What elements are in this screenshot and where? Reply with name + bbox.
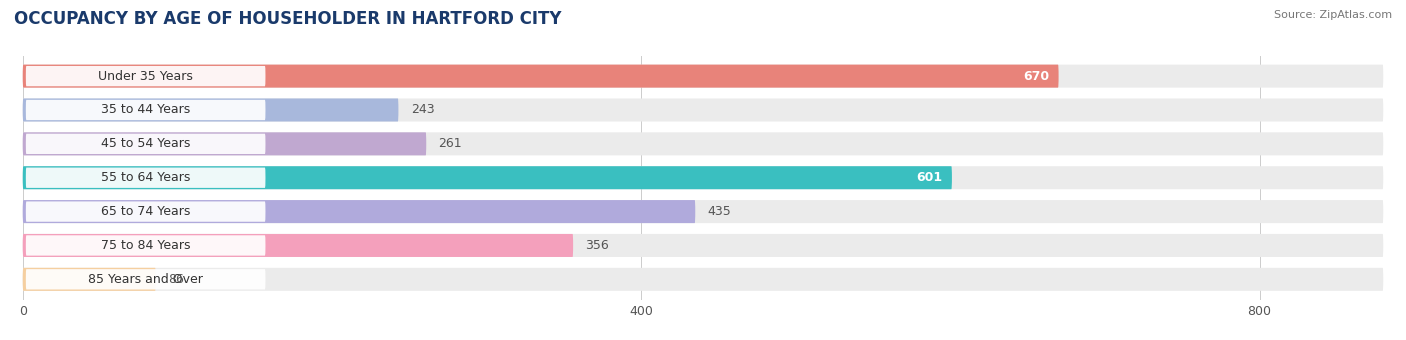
- FancyBboxPatch shape: [25, 168, 266, 188]
- Text: 601: 601: [917, 171, 942, 184]
- Text: 356: 356: [585, 239, 609, 252]
- FancyBboxPatch shape: [22, 234, 1384, 257]
- FancyBboxPatch shape: [22, 200, 696, 223]
- FancyBboxPatch shape: [25, 66, 266, 86]
- FancyBboxPatch shape: [22, 132, 426, 155]
- FancyBboxPatch shape: [22, 200, 1384, 223]
- Text: Source: ZipAtlas.com: Source: ZipAtlas.com: [1274, 10, 1392, 20]
- Text: 435: 435: [707, 205, 731, 218]
- FancyBboxPatch shape: [22, 166, 952, 189]
- FancyBboxPatch shape: [25, 134, 266, 154]
- Text: 261: 261: [439, 137, 463, 150]
- FancyBboxPatch shape: [22, 65, 1059, 88]
- Text: 85 Years and Over: 85 Years and Over: [89, 273, 202, 286]
- FancyBboxPatch shape: [22, 132, 1384, 155]
- Text: 86: 86: [169, 273, 184, 286]
- Text: 670: 670: [1024, 70, 1049, 83]
- FancyBboxPatch shape: [22, 166, 1384, 189]
- FancyBboxPatch shape: [22, 234, 574, 257]
- FancyBboxPatch shape: [25, 269, 266, 289]
- Text: 75 to 84 Years: 75 to 84 Years: [101, 239, 190, 252]
- FancyBboxPatch shape: [22, 268, 156, 291]
- FancyBboxPatch shape: [22, 99, 1384, 121]
- FancyBboxPatch shape: [25, 201, 266, 222]
- FancyBboxPatch shape: [25, 235, 266, 256]
- Text: 65 to 74 Years: 65 to 74 Years: [101, 205, 190, 218]
- FancyBboxPatch shape: [22, 99, 398, 121]
- Text: Under 35 Years: Under 35 Years: [98, 70, 193, 83]
- Text: 35 to 44 Years: 35 to 44 Years: [101, 103, 190, 117]
- FancyBboxPatch shape: [22, 268, 1384, 291]
- FancyBboxPatch shape: [25, 100, 266, 120]
- Text: OCCUPANCY BY AGE OF HOUSEHOLDER IN HARTFORD CITY: OCCUPANCY BY AGE OF HOUSEHOLDER IN HARTF…: [14, 10, 561, 28]
- FancyBboxPatch shape: [22, 65, 1384, 88]
- Text: 45 to 54 Years: 45 to 54 Years: [101, 137, 190, 150]
- Text: 55 to 64 Years: 55 to 64 Years: [101, 171, 190, 184]
- Text: 243: 243: [411, 103, 434, 117]
